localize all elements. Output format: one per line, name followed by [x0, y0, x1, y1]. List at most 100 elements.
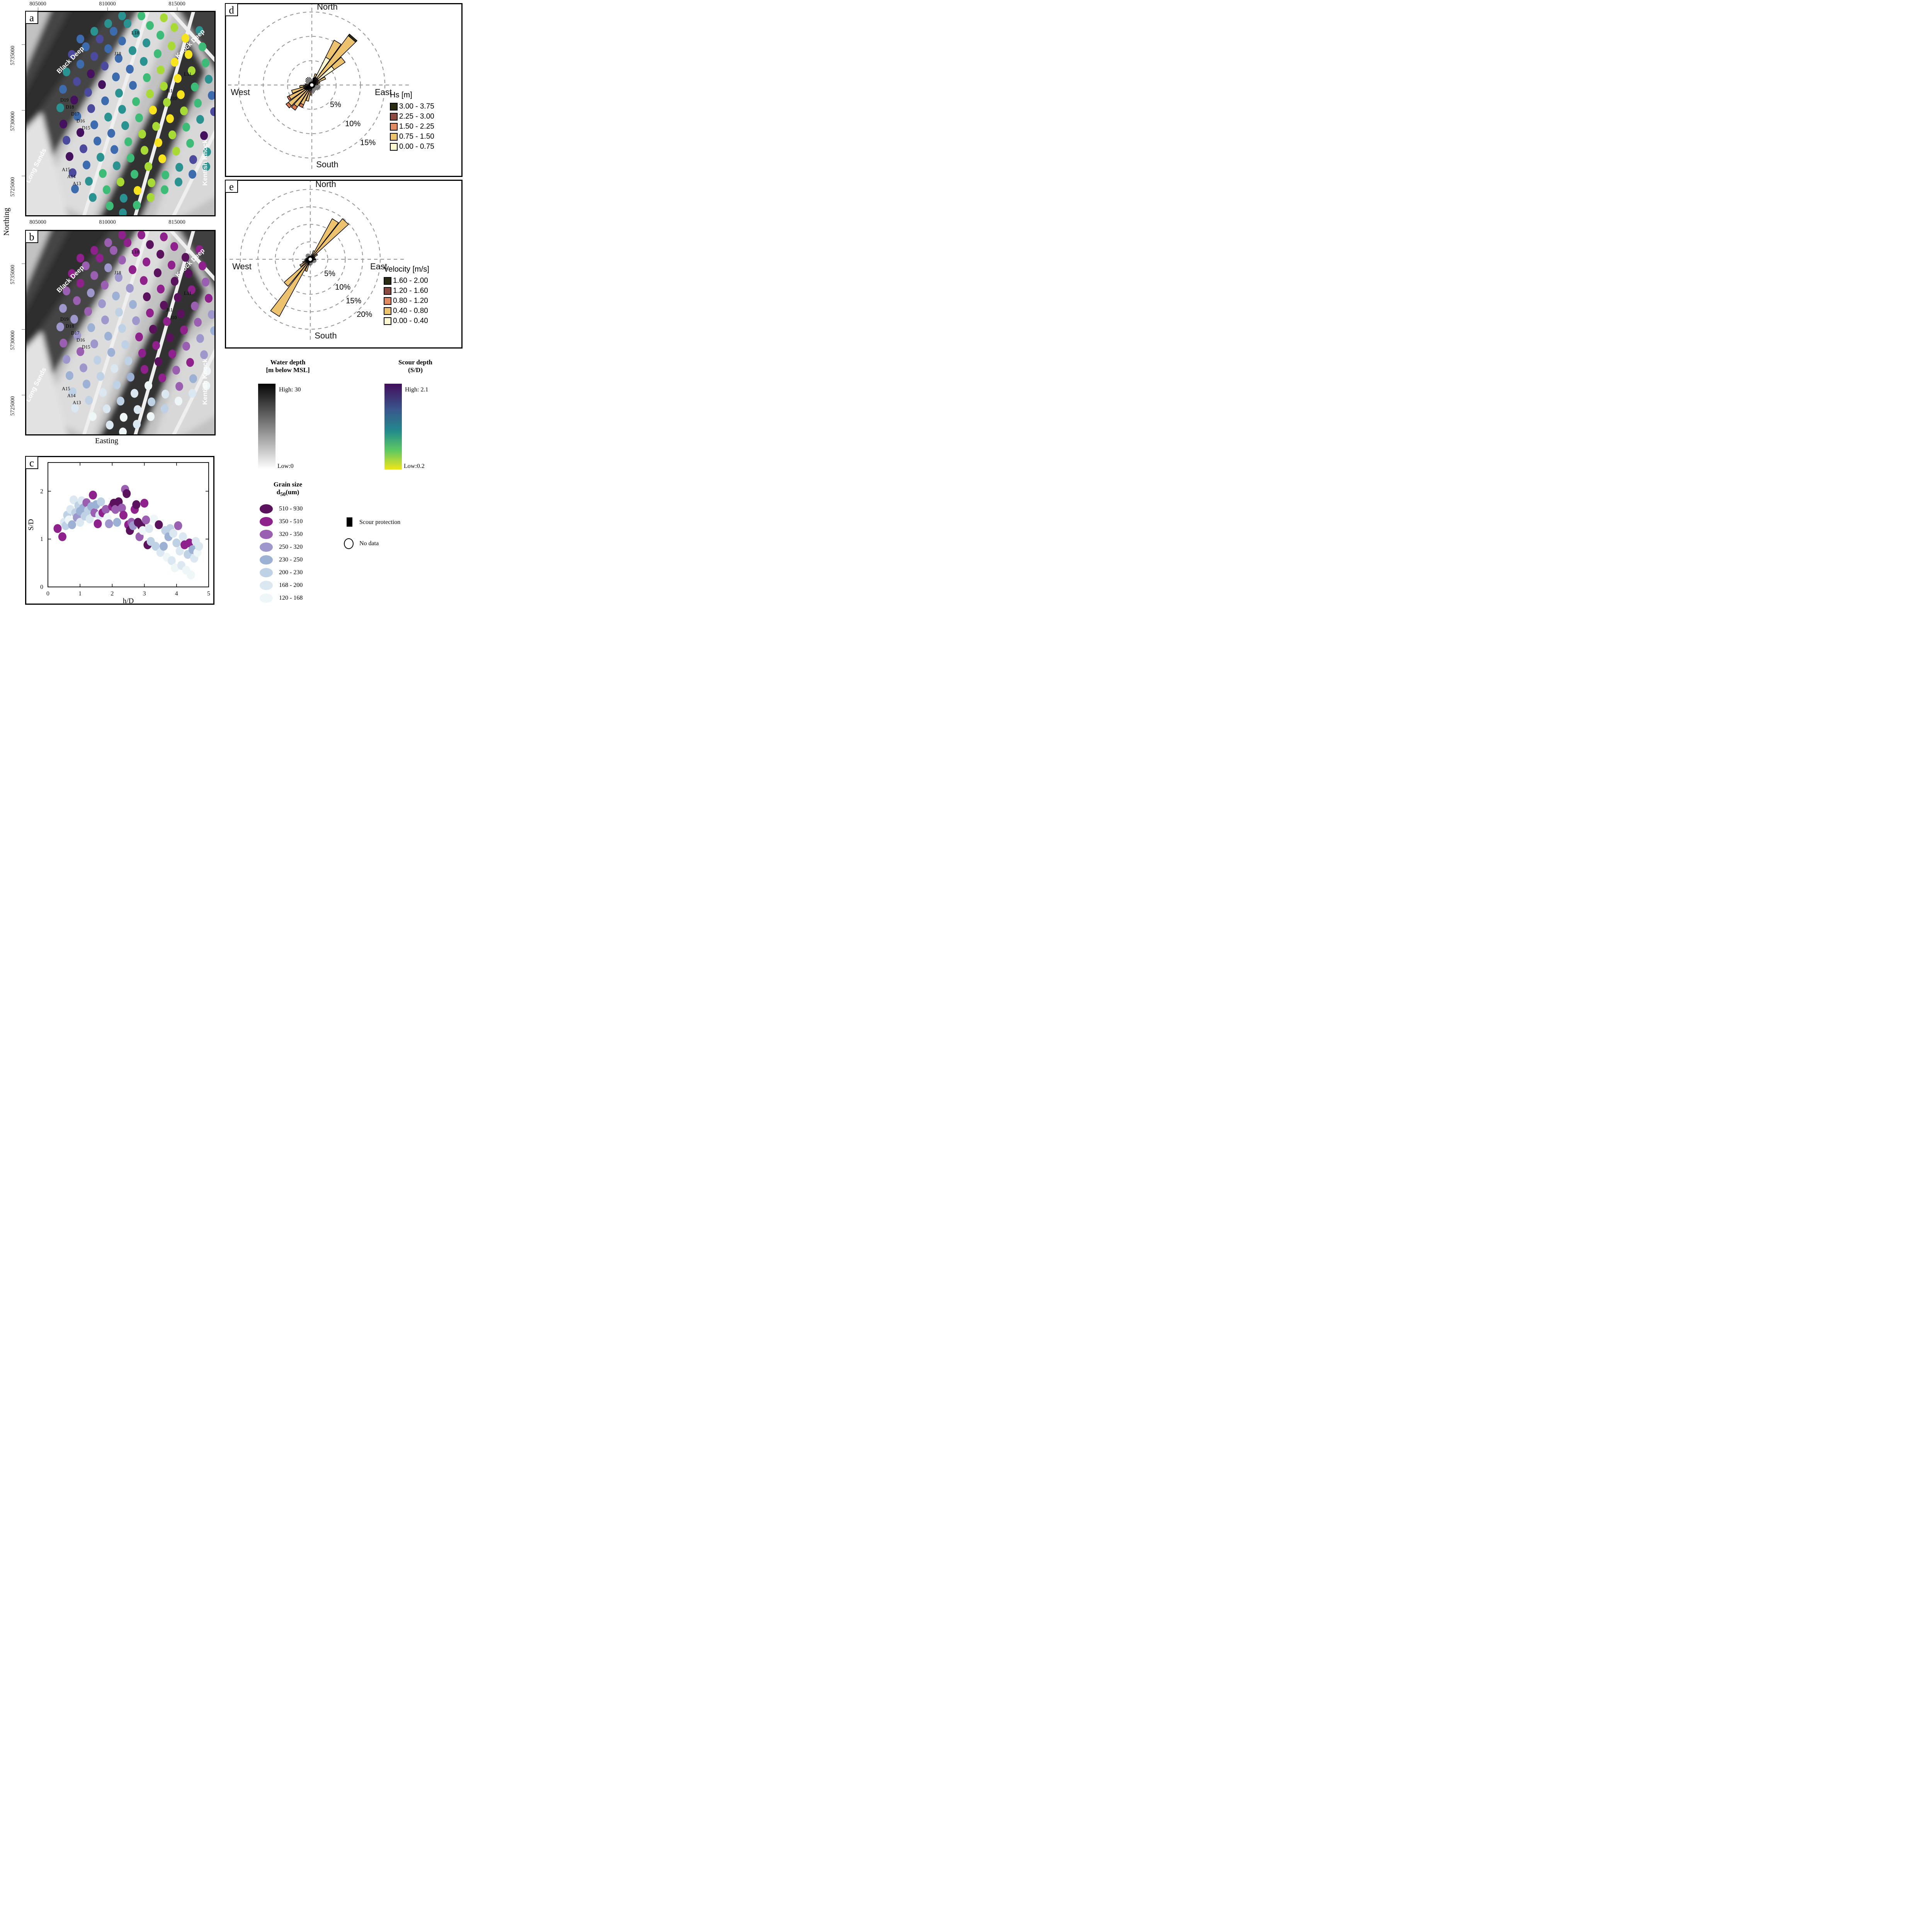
y-tick-a-5730000: 5730000: [10, 111, 16, 131]
turbine-dot: [70, 95, 78, 105]
scatter-point: [187, 570, 195, 580]
ring-percent-labels: 5%10% 15% 20%: [324, 269, 372, 319]
turbine-dot: [77, 60, 84, 69]
turbine-dot: [210, 326, 214, 335]
turbine-dot: [196, 26, 203, 35]
tick-mark: [107, 7, 108, 11]
turbine-dot: [138, 231, 145, 240]
water-depth-high: High: 30: [279, 386, 301, 393]
scour-depth-colorbar: [384, 384, 402, 469]
hs-legend-swatch: [390, 133, 398, 141]
hs-legend-item: 2.25 - 3.00: [390, 112, 434, 122]
turbine-dot: [104, 238, 112, 247]
turbine-dot: [191, 301, 199, 311]
turbine-dot: [115, 273, 122, 282]
turbine-dot: [120, 194, 128, 203]
turbine-dot: [202, 277, 209, 287]
turbine-dot: [83, 379, 90, 389]
turbine-dot: [97, 153, 104, 162]
turbine-dot: [149, 105, 157, 115]
panel-a-map-scour: L18 J18 L11 J11 J10 D19 D18 D17 D16 D15 A15 A14 A13 B…: [25, 11, 216, 216]
scatter-point: [160, 542, 168, 551]
turbine-dot: [110, 27, 117, 36]
scour-protection-swatch: [347, 517, 352, 527]
turbine-dot: [111, 364, 118, 373]
svg-text:10%: 10%: [335, 283, 350, 292]
turbine-dot: [203, 147, 211, 156]
turbine-dot: [89, 412, 97, 421]
hs-legend-label: 1.50 - 2.25: [399, 122, 434, 131]
grain-legend-swatch: [260, 517, 273, 526]
rose-petal-segment: [284, 259, 311, 287]
rose-petal-segment: [325, 39, 342, 60]
turbine-dot: [59, 304, 67, 313]
rose-petal-segment: [287, 95, 291, 101]
grain-size-legend: 510 - 930 350 - 510 320 - 350 250 - 320 230 …: [260, 502, 303, 604]
x-tick-815000: 815000: [168, 1, 185, 7]
svg-text:5%: 5%: [324, 269, 335, 278]
turbine-dot: [104, 332, 112, 341]
svg-text:10%: 10%: [345, 119, 361, 128]
turbine-dot: [84, 307, 92, 316]
turbine-dot: [166, 333, 174, 342]
turbine-dot: [69, 387, 77, 396]
svg-text:2: 2: [111, 590, 114, 597]
turbine-dot: [162, 389, 169, 399]
turbine-dot: [135, 113, 143, 122]
turbine-dot: [87, 104, 95, 113]
site-label: D19: [60, 316, 69, 322]
turbine-dot: [157, 284, 165, 294]
turbine-dot: [82, 42, 90, 51]
grain-legend-item: 168 - 200: [260, 579, 303, 592]
turbine-dot: [174, 74, 182, 83]
hs-legend-label: 0.00 - 0.75: [399, 143, 434, 151]
velocity-legend-swatch: [384, 277, 391, 285]
turbine-dot: [158, 373, 166, 383]
turbine-dot: [160, 301, 168, 310]
turbine-dot: [101, 315, 109, 325]
turbine-dots: [56, 12, 214, 215]
turbine-dot: [71, 403, 79, 413]
scatter-point: [195, 542, 203, 551]
turbine-dot: [121, 340, 129, 349]
scatter-point: [85, 514, 94, 524]
turbine-dot: [196, 115, 204, 124]
turbine-dot: [132, 29, 140, 38]
turbine-dot: [77, 347, 84, 356]
svg-text:East: East: [370, 262, 387, 271]
hs-legend-label: 0.75 - 1.50: [399, 133, 434, 141]
velocity-legend-swatch: [384, 297, 391, 305]
grain-legend-label: 350 - 510: [279, 518, 303, 525]
grain-legend-swatch: [260, 529, 273, 539]
turbine-dot: [145, 162, 152, 171]
turbine-dot: [87, 69, 95, 78]
tick-labels: 0 1 2 3 4 5 0 1 2: [40, 488, 210, 597]
y-tick-a-5735000: 5735000: [10, 46, 16, 65]
hs-legend-title: Hs [m]: [390, 91, 412, 99]
turbine-dot: [166, 114, 174, 123]
turbine-dot: [133, 201, 141, 210]
turbine-dot: [185, 50, 192, 59]
rose-petal-segment: [310, 218, 339, 260]
scatter-point: [172, 538, 181, 548]
turbine-dot: [152, 341, 160, 350]
velocity-legend-item: 0.40 - 0.80: [384, 306, 428, 316]
turbine-dot: [135, 332, 143, 342]
turbine-dot: [141, 146, 148, 155]
turbine-dot: [134, 405, 141, 414]
scour-depth-title-1: Scour depth: [398, 359, 432, 366]
turbine-dot: [68, 269, 76, 278]
turbine-dot: [189, 170, 196, 179]
svg-text:1: 1: [40, 536, 43, 543]
grain-legend-label: 320 - 350: [279, 531, 303, 537]
turbine-dot: [170, 242, 178, 251]
ring-percent-labels: 5% 10% 15%: [330, 100, 376, 147]
scatter-point: [185, 538, 194, 548]
turbine-dot: [104, 44, 112, 53]
turbine-dot: [180, 106, 188, 116]
turbine-dot: [131, 170, 138, 179]
turbine-dot: [115, 88, 123, 98]
turbine-dot: [115, 54, 122, 63]
turbine-dot: [63, 136, 70, 145]
turbine-dot: [158, 154, 166, 163]
